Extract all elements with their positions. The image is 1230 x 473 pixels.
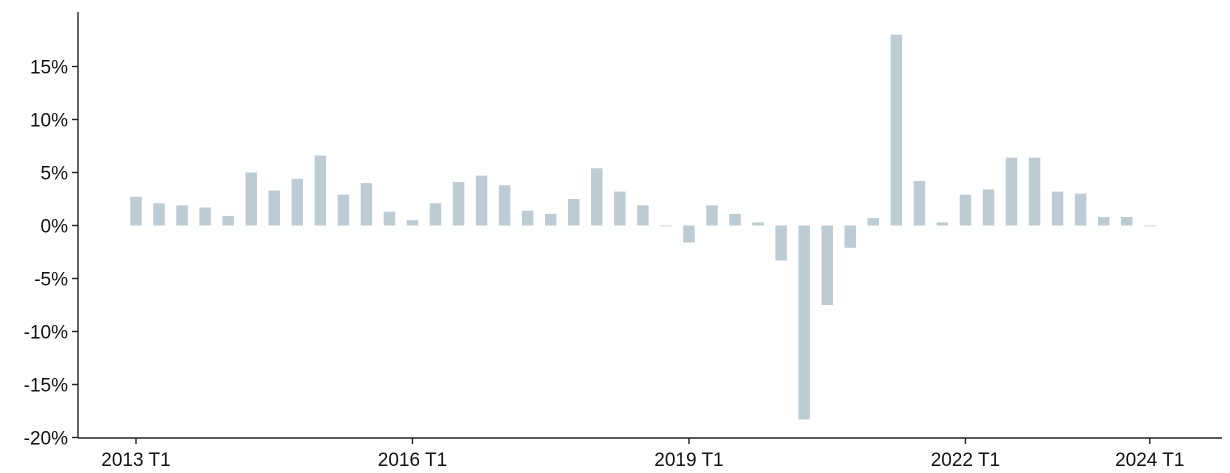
bar-2022-t4 bbox=[1028, 157, 1041, 226]
bar-2020-t3 bbox=[821, 225, 833, 305]
bar-2022-t1 bbox=[959, 194, 972, 226]
x-tick-label: 2016 T1 bbox=[378, 450, 447, 471]
bar-2015-t2 bbox=[337, 194, 350, 226]
y-tick-label: -5% bbox=[34, 270, 68, 291]
bar-2023-t3 bbox=[1097, 217, 1110, 226]
bar-2024-t1 bbox=[1144, 225, 1156, 227]
bar-2014-t1 bbox=[222, 215, 234, 226]
bar-2016-t4 bbox=[475, 175, 488, 226]
bar-2016-t3 bbox=[452, 182, 465, 226]
bar-2023-t4 bbox=[1120, 217, 1133, 226]
bar-2014-t2 bbox=[245, 172, 257, 226]
y-tick-label: -15% bbox=[24, 376, 68, 397]
y-tick-label: 10% bbox=[30, 111, 68, 132]
bar-2017-t4 bbox=[568, 199, 580, 226]
bar-2013-t3 bbox=[176, 205, 188, 226]
bar-2020-t4 bbox=[844, 225, 856, 248]
bar-2016-t2 bbox=[429, 203, 442, 226]
bar-2021-t1 bbox=[867, 218, 880, 226]
y-tick-label: -20% bbox=[24, 429, 68, 450]
bar-2021-t3 bbox=[913, 180, 926, 226]
bar-2022-t2 bbox=[982, 189, 995, 226]
bar-2019-t2 bbox=[706, 205, 718, 226]
bar-2015-t3 bbox=[360, 183, 373, 226]
x-axis: 2013 T1 2016 T1 2019 T1 2022 T1 2024 T1 bbox=[78, 437, 1222, 471]
bar-2017-t3 bbox=[544, 213, 557, 226]
bar-2015-t1 bbox=[314, 155, 327, 226]
y-axis: -20% -15% -10% -5% 0% 5% 10% 15% bbox=[24, 12, 79, 450]
bar-2021-t2 bbox=[890, 34, 903, 226]
bar-2022-t3 bbox=[1005, 157, 1018, 226]
bar-2013-t4 bbox=[199, 207, 211, 226]
bar-2021-t4 bbox=[936, 222, 949, 226]
bar-2020-t2 bbox=[798, 225, 810, 420]
bar-2019-t3 bbox=[729, 213, 741, 226]
bars bbox=[130, 34, 1156, 420]
x-tick-label: 2013 T1 bbox=[101, 450, 170, 471]
y-tick-label: 15% bbox=[30, 58, 68, 79]
bar-2017-t1 bbox=[498, 185, 511, 226]
bar-2019-t4 bbox=[752, 222, 764, 226]
y-tick-label: 0% bbox=[41, 217, 69, 238]
bar-2016-t1 bbox=[406, 220, 419, 226]
x-tick-label: 2019 T1 bbox=[654, 450, 723, 471]
bar-2023-t1 bbox=[1051, 191, 1064, 226]
y-tick-label: 5% bbox=[41, 164, 69, 185]
bar-2014-t4 bbox=[291, 178, 304, 226]
bar-2018-t2 bbox=[614, 191, 626, 226]
x-tick-label: 2024 T1 bbox=[1115, 450, 1184, 471]
bar-2023-t2 bbox=[1074, 193, 1087, 226]
y-tick-label: -10% bbox=[24, 323, 68, 344]
bar-2013-t2 bbox=[153, 203, 165, 226]
bar-2017-t2 bbox=[521, 210, 534, 226]
bar-2020-t1 bbox=[775, 225, 787, 261]
bar-2018-t3 bbox=[637, 205, 649, 226]
bar-2013-t1 bbox=[130, 196, 142, 226]
bar-2014-t3 bbox=[268, 190, 280, 226]
bar-2019-t1 bbox=[683, 225, 695, 243]
x-tick-label: 2022 T1 bbox=[931, 450, 1000, 471]
bar-2018-t1 bbox=[591, 168, 603, 226]
bar-2018-t4 bbox=[660, 225, 672, 227]
bar-2015-t4 bbox=[383, 211, 396, 226]
